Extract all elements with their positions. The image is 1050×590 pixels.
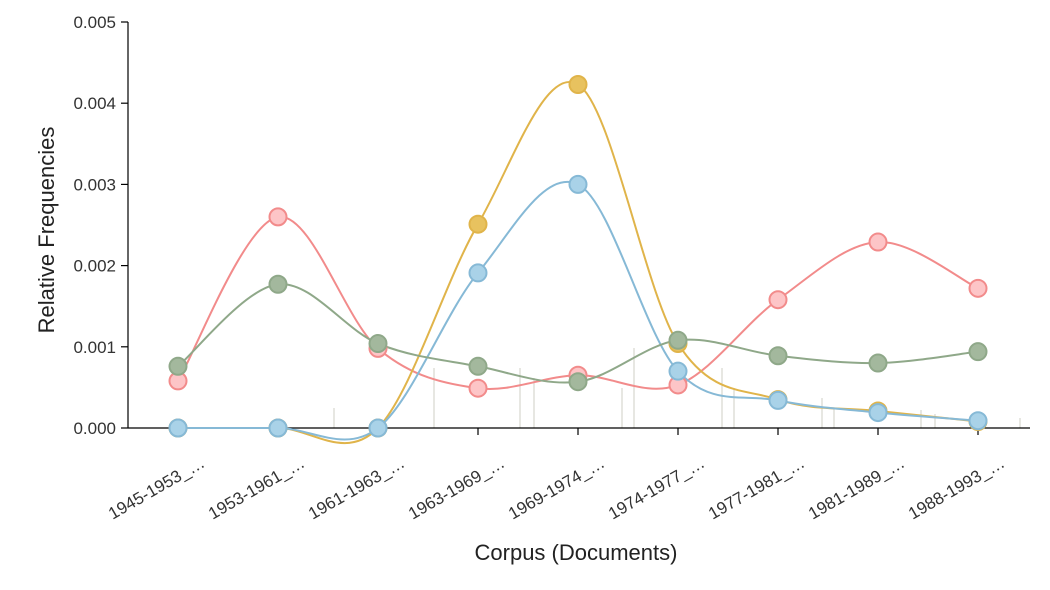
data-point[interactable] [368, 334, 388, 354]
data-point[interactable] [768, 346, 788, 366]
data-point[interactable] [568, 75, 588, 95]
data-point[interactable] [868, 353, 888, 373]
data-point[interactable] [468, 263, 488, 283]
data-point[interactable] [968, 342, 988, 362]
data-point[interactable] [868, 403, 888, 423]
data-point[interactable] [868, 232, 888, 252]
data-point[interactable] [268, 418, 288, 438]
data-point[interactable] [468, 378, 488, 398]
document-markers [333, 348, 1021, 428]
data-point[interactable] [568, 372, 588, 392]
y-tick-label: 0.000 [73, 419, 116, 438]
data-point[interactable] [668, 330, 688, 350]
data-point[interactable] [668, 361, 688, 381]
data-point[interactable] [968, 411, 988, 431]
x-tick-label: 1945-1953_… [105, 453, 208, 523]
x-axis-ticks: 1945-1953_…1953-1961_…1961-1963_…1963-19… [105, 428, 1008, 523]
data-point[interactable] [168, 418, 188, 438]
data-point[interactable] [768, 290, 788, 310]
y-tick-label: 0.001 [73, 338, 116, 357]
data-point[interactable] [268, 207, 288, 227]
x-tick-label: 1969-1974_… [505, 453, 608, 523]
data-point[interactable] [268, 274, 288, 294]
y-tick-label: 0.005 [73, 13, 116, 32]
x-tick-label: 1981-1989_… [805, 453, 908, 523]
x-tick-label: 1974-1977_… [605, 453, 708, 523]
x-tick-label: 1977-1981_… [705, 453, 808, 523]
x-tick-label: 1953-1961_… [205, 453, 308, 523]
data-point[interactable] [168, 356, 188, 376]
series-layer [168, 75, 988, 445]
data-point[interactable] [768, 390, 788, 410]
y-tick-label: 0.002 [73, 257, 116, 276]
data-point[interactable] [368, 418, 388, 438]
series-line [178, 181, 979, 441]
y-tick-label: 0.003 [73, 175, 116, 194]
x-tick-label: 1961-1963_… [305, 453, 408, 523]
y-tick-label: 0.004 [73, 94, 116, 113]
x-tick-label: 1988-1993_… [905, 453, 1008, 523]
data-point[interactable] [468, 214, 488, 234]
x-tick-label: 1963-1969_… [405, 453, 508, 523]
data-point[interactable] [468, 356, 488, 376]
y-axis-ticks: 0.000 0.001 0.002 0.003 0.004 0.005 [73, 13, 128, 438]
x-axis-title: Corpus (Documents) [475, 540, 678, 565]
data-point[interactable] [968, 278, 988, 298]
data-point[interactable] [568, 174, 588, 194]
y-axis-title: Relative Frequencies [34, 127, 59, 334]
